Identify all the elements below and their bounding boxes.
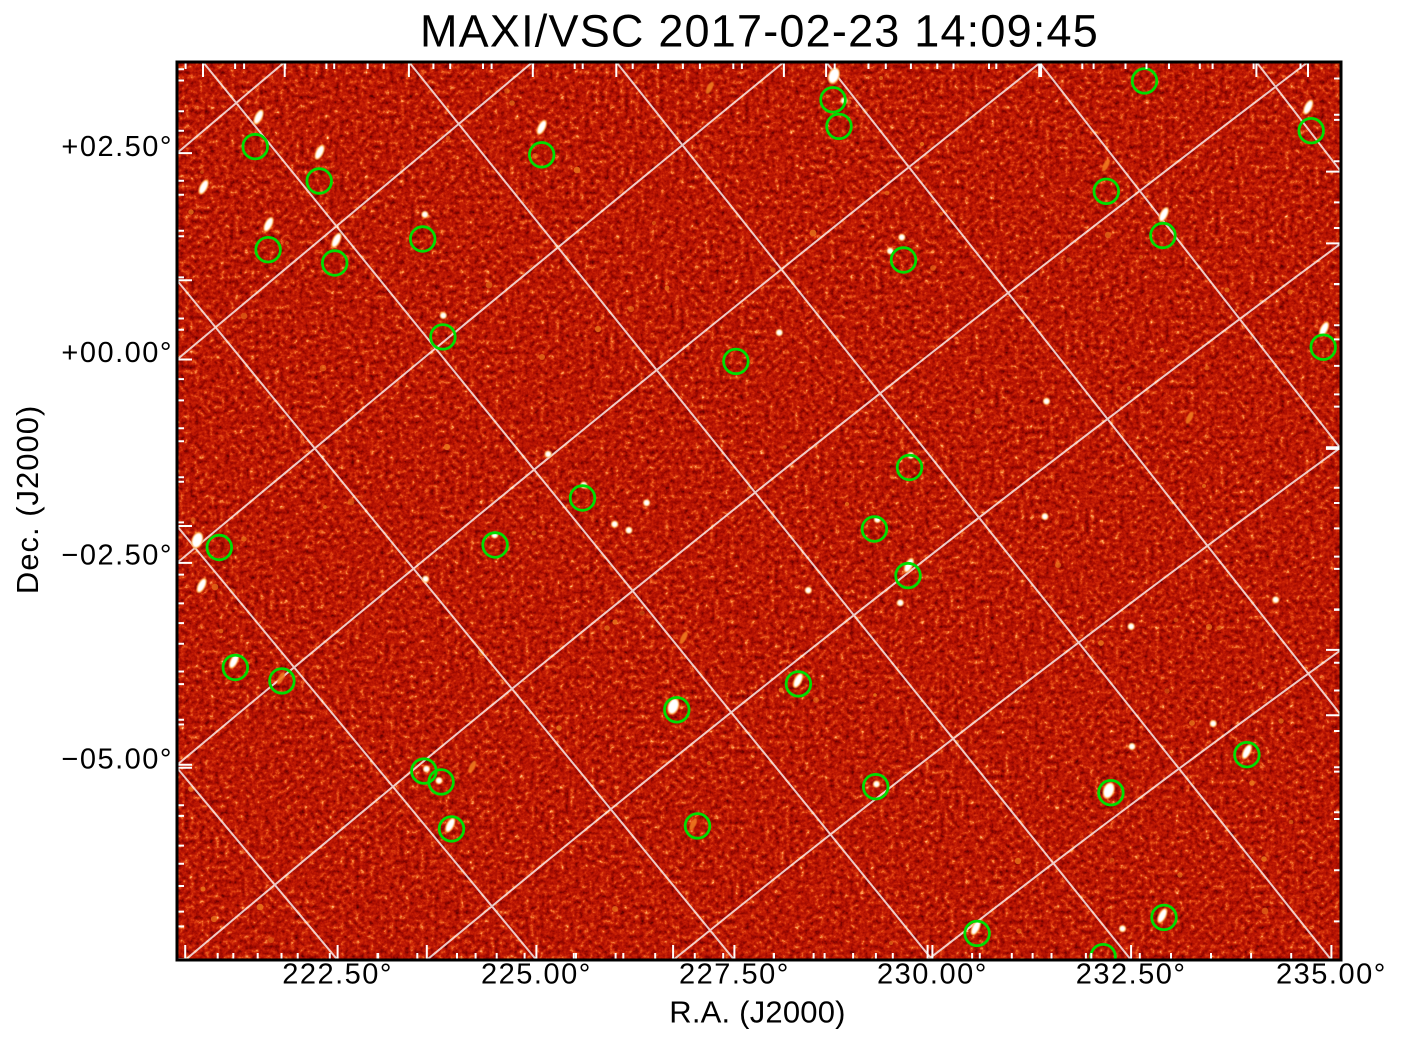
svg-text:222.50°: 222.50° bbox=[282, 959, 393, 991]
svg-text:+00.00°: +00.00° bbox=[61, 337, 173, 369]
svg-text:235.00°: 235.00° bbox=[1276, 959, 1387, 991]
svg-text:+02.50°: +02.50° bbox=[61, 131, 173, 163]
svg-text:−02.50°: −02.50° bbox=[61, 539, 173, 571]
svg-text:232.50°: 232.50° bbox=[1076, 959, 1187, 991]
svg-text:−05.00°: −05.00° bbox=[61, 743, 173, 775]
svg-text:Dec. (J2000): Dec. (J2000) bbox=[10, 405, 45, 594]
svg-text:230.00°: 230.00° bbox=[877, 959, 988, 991]
svg-text:227.50°: 227.50° bbox=[679, 959, 790, 991]
svg-text:R.A. (J2000): R.A. (J2000) bbox=[669, 995, 845, 1030]
svg-text:MAXI/VSC 2017-02-23 14:09:45: MAXI/VSC 2017-02-23 14:09:45 bbox=[420, 6, 1099, 57]
svg-text:225.00°: 225.00° bbox=[481, 959, 592, 991]
